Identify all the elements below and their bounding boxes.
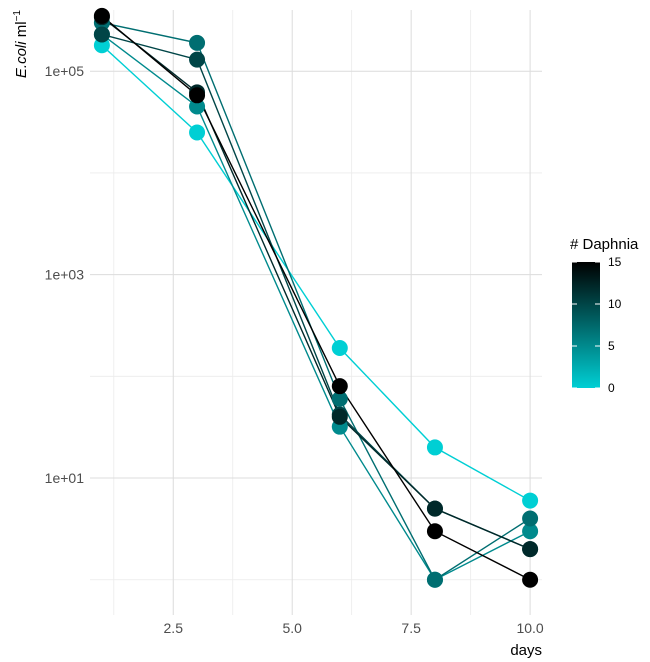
series-line xyxy=(101,22,531,581)
series-line xyxy=(101,44,531,502)
legend-tick-label: 10 xyxy=(608,297,622,311)
legend-tick-label: 15 xyxy=(608,255,622,269)
data-point xyxy=(331,378,348,395)
data-point xyxy=(522,510,539,527)
data-point xyxy=(522,571,539,588)
data-point xyxy=(331,390,348,407)
series-line xyxy=(101,33,531,550)
x-tick-label: 5.0 xyxy=(282,620,302,636)
data-point xyxy=(426,500,443,517)
series-line xyxy=(101,16,531,550)
data-point xyxy=(189,98,206,115)
legend-title: # Daphnia xyxy=(570,236,639,253)
x-tick-label: 2.5 xyxy=(164,620,184,636)
grid xyxy=(90,10,542,615)
data-point xyxy=(189,34,206,51)
x-axis-title: days xyxy=(510,642,542,659)
data-point xyxy=(93,26,110,43)
data-point xyxy=(426,571,443,588)
data-point xyxy=(522,523,539,540)
y-tick-label: 1e+01 xyxy=(45,470,85,486)
data-point xyxy=(189,87,206,104)
data-point xyxy=(189,124,206,141)
data-point xyxy=(426,523,443,540)
series-line xyxy=(101,15,531,581)
y-tick-label: 1e+05 xyxy=(45,63,85,79)
legend-tick-label: 0 xyxy=(608,381,615,395)
x-tick-label: 7.5 xyxy=(401,620,421,636)
series-line xyxy=(101,33,531,581)
data-point xyxy=(426,439,443,456)
data-point xyxy=(93,7,110,24)
legend: # Daphnia 0 5 10 15 xyxy=(570,236,639,395)
data-point xyxy=(522,541,539,558)
data-point xyxy=(331,339,348,356)
data-point xyxy=(331,408,348,425)
y-tick-label: 1e+03 xyxy=(45,267,85,283)
data-point xyxy=(522,492,539,509)
data-point xyxy=(189,51,206,68)
legend-tick-label: 5 xyxy=(608,339,615,353)
x-tick-label: 10.0 xyxy=(516,620,543,636)
legend-colorbar xyxy=(572,262,600,388)
axes: 2.5 5.0 7.5 10.0 1e+01 1e+03 1e+05 days E.coli m… xyxy=(12,10,544,659)
plot-area xyxy=(93,7,539,588)
y-axis-title: E.coli ml−1 xyxy=(12,10,30,79)
